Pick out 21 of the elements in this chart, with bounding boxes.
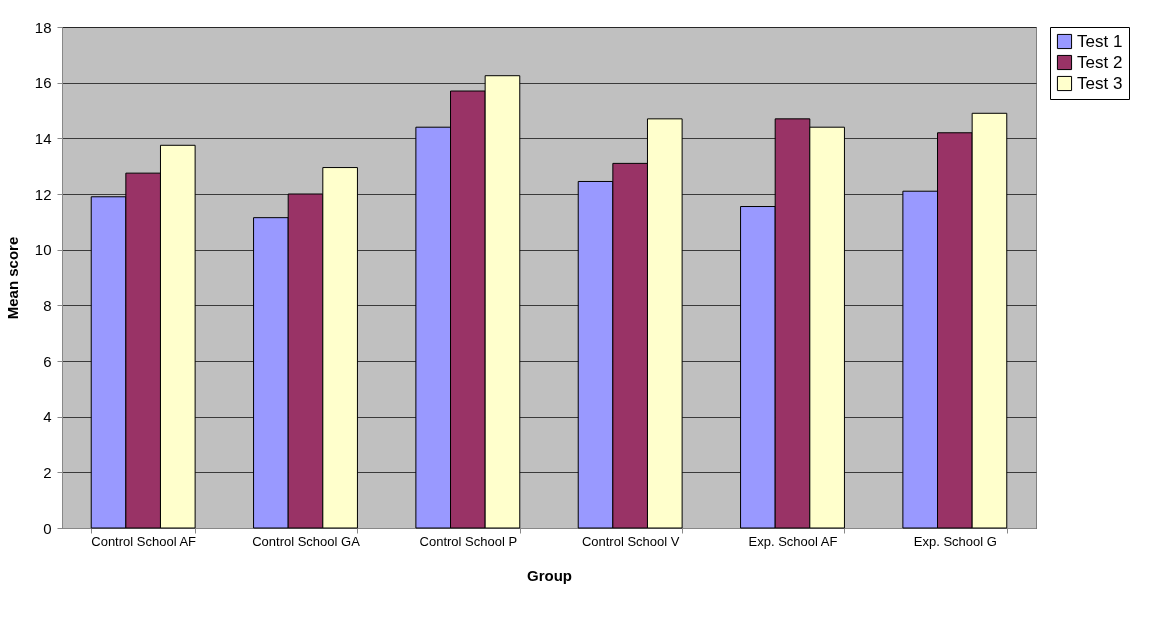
legend-label: Test 2 xyxy=(1077,52,1123,72)
x-tick-label: Exp. School G xyxy=(913,533,997,549)
y-axis-title: Mean score xyxy=(3,236,21,320)
y-tick-label: 12 xyxy=(34,185,52,203)
x-tick-label: Control School GA xyxy=(252,533,361,549)
y-tick-label: 0 xyxy=(43,519,52,537)
x-tick-label: Exp. School AF xyxy=(748,533,838,549)
x-tick-label: Control School AF xyxy=(91,533,197,549)
legend-label: Test 3 xyxy=(1077,73,1123,93)
legend-label: Test 1 xyxy=(1077,31,1123,51)
y-tick-label: 4 xyxy=(43,408,52,426)
x-tick-label: Control School P xyxy=(419,533,518,549)
y-tick-label: 8 xyxy=(43,296,52,314)
x-tick-label: Control School V xyxy=(581,533,680,549)
y-tick-label: 14 xyxy=(34,129,52,147)
y-tick-label: 6 xyxy=(43,352,52,370)
y-tick-label: 2 xyxy=(43,463,52,481)
y-tick-label: 16 xyxy=(34,74,52,92)
x-axis-title: Group xyxy=(527,566,572,584)
y-tick-label: 10 xyxy=(34,241,52,259)
y-tick-label: 18 xyxy=(34,18,52,36)
